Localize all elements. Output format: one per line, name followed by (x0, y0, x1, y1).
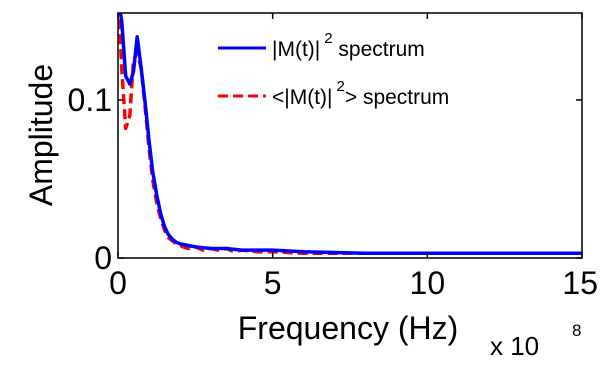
series-line-blue (118, 13, 582, 256)
legend-label-1: |M(t)| 2 spectrum (272, 30, 425, 61)
x-axis-multiplier: x 10 8 (490, 321, 581, 361)
axes-box (117, 12, 583, 259)
x-tick-label: 5 (264, 265, 282, 301)
x-tick-label: 15 (562, 265, 598, 301)
plot-area (118, 13, 582, 258)
legend-label-2: <|M(t)| 2> spectrum (272, 78, 449, 109)
y-axis-ticks: 00.1 (68, 82, 582, 276)
y-axis-label: Amplitude (23, 64, 59, 206)
y-tick-label: 0.1 (68, 82, 112, 118)
x-tick-label: 10 (410, 265, 446, 301)
x-axis-label: Frequency (Hz) (238, 310, 459, 346)
series-layer (118, 13, 582, 256)
x-tick-label: 0 (109, 265, 127, 301)
svg-text:x 10: x 10 (490, 331, 539, 361)
y-tick-label: 0 (94, 240, 112, 276)
svg-text:8: 8 (572, 321, 581, 340)
x-axis-ticks: 0 5 10 15 (109, 13, 598, 301)
legend: |M(t)| 2 spectrum <|M(t)| 2> spectrum (218, 30, 449, 109)
